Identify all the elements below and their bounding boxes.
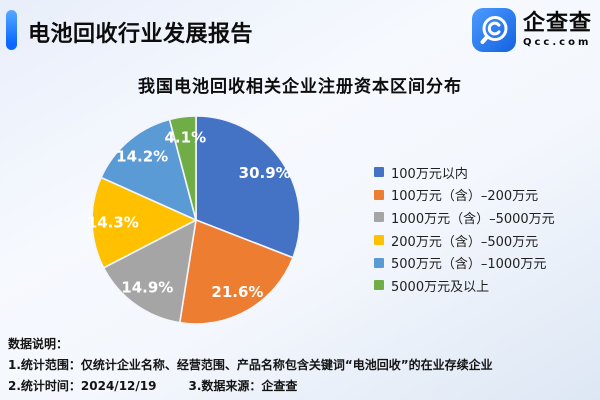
- report-title: 电池回收行业发展报告: [28, 22, 254, 47]
- chart-legend: 100万元以内 100万元（含）–200万元 1000万元（含）–5000万元 200…: [374, 161, 555, 297]
- qcc-logo-text: 企查查 Qcc.com: [522, 10, 592, 49]
- pie-slice-value-label: 14.9%: [121, 278, 173, 296]
- legend-swatch: [374, 212, 384, 223]
- legend-swatch: [374, 189, 384, 200]
- pie-slice-value-label: 14.3%: [87, 213, 139, 231]
- legend-label: 100万元（含）–200万元: [391, 189, 539, 205]
- pie-chart-svg: 30.9% 21.6% 14.9% 14.3% 14.2% 4.1%: [87, 115, 301, 325]
- legend-swatch: [374, 235, 384, 246]
- legend-label: 1000万元（含）–5000万元: [391, 211, 555, 227]
- legend-swatch: [374, 257, 384, 268]
- data-source: 3.数据来源：企查查: [188, 379, 298, 393]
- pie-chart: 30.9% 21.6% 14.9% 14.3% 14.2% 4.1%: [86, 110, 306, 330]
- legend-item: 1000万元（含）–5000万元: [374, 206, 555, 229]
- qcc-logo: 企查查 Qcc.com: [471, 7, 592, 53]
- legend-label: 500万元（含）–1000万元: [391, 257, 547, 273]
- data-notes-heading: 数据说明：: [8, 337, 69, 351]
- pie-slice-value-label: 21.6%: [211, 283, 263, 301]
- pie-slice-value-label: 4.1%: [165, 128, 207, 146]
- pie-slice-value-label: 14.2%: [116, 148, 168, 166]
- chart-title: 我国电池回收相关企业注册资本区间分布: [138, 77, 462, 97]
- legend-item: 100万元以内: [374, 161, 555, 184]
- legend-label: 200万元（含）–500万元: [391, 234, 539, 250]
- qcc-logo-domain: Qcc.com: [522, 37, 592, 49]
- data-notes-line1: 1.统计范围：仅统计企业名称、经营范围、产品名称包含关键词“电池回收”的在业存续…: [8, 358, 493, 372]
- data-notes: 数据说明： 1.统计范围：仅统计企业名称、经营范围、产品名称包含关键词“电池回收…: [8, 334, 592, 397]
- title-accent-bar: [6, 10, 17, 50]
- legend-swatch: [374, 167, 384, 178]
- legend-swatch: [374, 280, 384, 291]
- legend-item: 100万元（含）–200万元: [374, 184, 555, 207]
- pie-slice: [91, 176, 197, 269]
- legend-label: 100万元以内: [391, 166, 468, 182]
- legend-item: 500万元（含）–1000万元: [374, 251, 555, 274]
- report-header: 电池回收行业发展报告 企查查 Qcc.com: [0, 0, 600, 60]
- pie-slice: [100, 118, 197, 221]
- data-notes-line2: 2.统计时间：2024/12/19 3.数据来源：企查查: [8, 376, 592, 397]
- legend-label: 5000万元及以上: [391, 279, 490, 295]
- qcc-logo-icon: [471, 8, 516, 52]
- legend-item: 200万元（含）–500万元: [374, 229, 555, 252]
- pie-slice-value-label: 30.9%: [239, 164, 291, 182]
- legend-item: 5000万元及以上: [374, 274, 555, 297]
- pie-slice: [178, 219, 294, 325]
- pie-slice: [195, 115, 301, 259]
- pie-slice: [168, 115, 197, 221]
- pie-slice: [102, 219, 197, 324]
- stat-date: 2.统计时间：2024/12/19: [8, 379, 157, 393]
- qcc-logo-name: 企查查: [522, 10, 592, 36]
